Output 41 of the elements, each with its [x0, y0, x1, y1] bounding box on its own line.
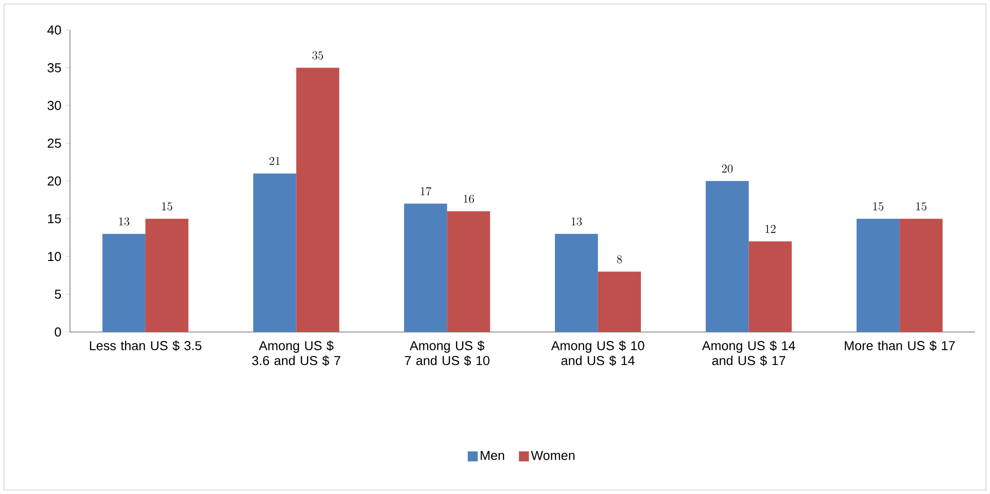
x-tick-label: More than US $ 17	[844, 340, 955, 351]
data-label: 15	[162, 202, 172, 210]
data-label: 35	[312, 51, 324, 60]
bar	[145, 218, 188, 332]
data-label: 21	[269, 156, 280, 165]
legend-label: Women	[530, 450, 574, 460]
data-label: 13	[119, 217, 130, 226]
y-tick-label: 10	[48, 252, 61, 262]
bar	[900, 218, 943, 332]
legend-label: Men	[480, 450, 504, 460]
y-tick-label: 30	[48, 100, 61, 110]
bar	[404, 204, 448, 332]
x-tick-label: Less than US $ 3.5	[90, 340, 202, 351]
x-tick-label: Among US $ 3.6 and US $ 7	[252, 340, 340, 366]
y-tick-label: 0	[54, 327, 61, 337]
y-tick-label: 40	[47, 25, 61, 35]
bar	[554, 234, 598, 332]
data-label: 17	[420, 187, 432, 196]
bar	[253, 173, 296, 332]
data-label: 16	[464, 194, 474, 203]
bar	[447, 211, 490, 332]
y-tick-label: 25	[48, 138, 61, 148]
x-tick-label: Among US $ 14 and US $ 17	[702, 340, 796, 366]
y-tick-label: 35	[48, 63, 61, 72]
bar	[296, 68, 340, 332]
data-label: 12	[765, 224, 776, 233]
y-tick-label: 15	[48, 214, 61, 224]
bar	[598, 272, 641, 332]
bar	[856, 218, 900, 332]
bar	[706, 181, 749, 332]
y-tick-label: 20	[48, 176, 61, 186]
data-label: 20	[722, 164, 733, 173]
x-tick-label: Among US $ 7 and US $ 10	[404, 340, 490, 366]
data-label: 13	[572, 217, 582, 226]
x-tick-label: Among US $ 10 and US $ 14	[551, 340, 644, 366]
data-label: 8	[616, 255, 622, 264]
y-tick-label: 5	[54, 290, 61, 299]
data-label: 15	[873, 202, 884, 210]
data-label: 15	[916, 202, 926, 210]
bar	[748, 241, 792, 332]
bar	[102, 234, 146, 332]
